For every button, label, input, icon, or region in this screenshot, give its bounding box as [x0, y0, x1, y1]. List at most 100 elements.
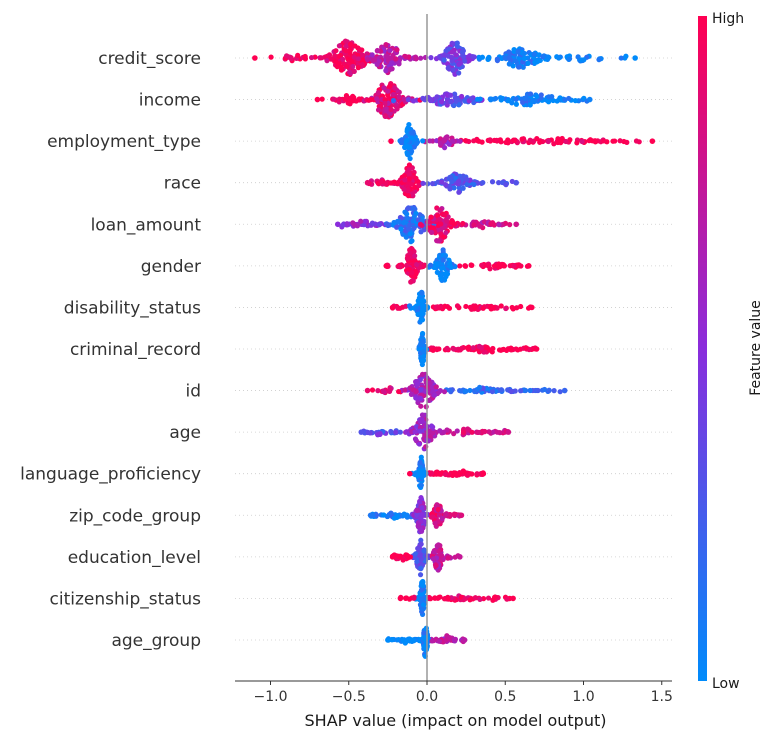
shap-point	[489, 388, 495, 395]
shap-point	[423, 512, 429, 518]
shap-point	[419, 330, 426, 337]
shap-point	[536, 52, 542, 58]
shap-point	[419, 290, 425, 296]
shap-point	[575, 54, 581, 60]
shap-point	[413, 388, 419, 394]
shap-point	[347, 47, 353, 53]
shap-point	[456, 189, 462, 195]
shap-point	[489, 179, 496, 185]
shap-point	[471, 222, 477, 228]
shap-point	[419, 412, 426, 418]
shap-point	[525, 263, 532, 269]
shap-point	[417, 499, 423, 506]
shap-point	[482, 428, 488, 435]
feature-row-zip_code_group	[367, 495, 465, 535]
shap-point	[400, 557, 406, 563]
shap-point	[558, 140, 564, 146]
shap-point	[557, 95, 563, 101]
shap-point	[435, 238, 441, 244]
shap-point	[369, 52, 375, 58]
shap-point	[421, 548, 428, 554]
feature-row-language_proficiency	[406, 454, 487, 491]
shap-point	[516, 64, 522, 70]
x-tick-label: −0.5	[332, 689, 366, 705]
shap-point	[566, 56, 572, 63]
shap-point	[579, 138, 585, 145]
feature-label: age_group	[111, 631, 201, 651]
shap-point	[533, 346, 540, 352]
shap-point	[390, 97, 397, 104]
shap-point	[460, 429, 467, 436]
shap-point	[493, 95, 499, 102]
shap-point	[397, 595, 404, 602]
shap-point	[407, 250, 413, 256]
shap-point	[494, 56, 500, 62]
shap-point	[367, 512, 374, 519]
shap-point	[545, 138, 551, 145]
shap-point	[434, 542, 441, 549]
shap-point	[418, 55, 424, 61]
shap-point	[357, 47, 363, 53]
shap-point	[418, 495, 424, 501]
shap-point	[397, 429, 403, 435]
shap-point	[521, 50, 528, 57]
shap-point	[345, 56, 351, 62]
shap-point	[419, 591, 425, 597]
feature-row-gender	[383, 245, 532, 285]
shap-point	[498, 387, 504, 393]
shap-point	[441, 138, 447, 144]
shap-point	[401, 172, 408, 179]
shap-point	[443, 512, 449, 518]
shap-point	[404, 215, 411, 222]
shap-point	[468, 95, 475, 102]
shap-point	[420, 303, 426, 309]
shap-point	[351, 94, 357, 101]
shap-point	[351, 54, 357, 61]
shap-point	[402, 209, 408, 215]
shap-point	[343, 43, 349, 49]
shap-point	[394, 224, 400, 230]
shap-point	[406, 171, 412, 177]
shap-point	[413, 140, 420, 147]
shap-point	[447, 174, 454, 180]
shap-point	[511, 137, 517, 144]
shap-point	[420, 602, 427, 608]
shap-point	[449, 54, 455, 61]
shap-point	[499, 347, 506, 353]
shap-point	[401, 186, 407, 192]
shap-point	[374, 61, 380, 68]
feature-label: citizenship_status	[50, 589, 202, 609]
shap-point	[388, 510, 394, 516]
shap-point	[474, 471, 480, 477]
shap-point	[355, 56, 362, 62]
shap-point	[496, 222, 502, 228]
shap-point	[456, 70, 462, 76]
shap-point	[515, 347, 521, 353]
shap-point	[378, 179, 384, 185]
shap-point	[438, 221, 444, 227]
shap-point	[421, 348, 427, 355]
shap-point	[408, 391, 415, 397]
shap-point	[423, 404, 429, 410]
shap-point	[420, 578, 426, 585]
feature-row-education_level	[389, 537, 463, 578]
shap-point	[567, 137, 573, 143]
shap-point	[632, 55, 638, 61]
shap-point	[440, 247, 446, 253]
shap-point	[477, 384, 483, 391]
shap-point	[417, 395, 424, 402]
shap-point	[423, 380, 429, 386]
shap-point	[491, 263, 498, 269]
shap-point	[364, 179, 371, 186]
shap-point	[538, 92, 544, 98]
shap-point	[420, 180, 426, 186]
shap-point	[397, 264, 403, 270]
shap-point	[610, 138, 616, 144]
shap-point	[428, 224, 434, 231]
shap-point	[513, 101, 520, 107]
shap-point	[334, 64, 340, 70]
shap-point	[383, 263, 390, 269]
feature-label: employment_type	[47, 132, 201, 152]
shap-point	[388, 106, 394, 113]
beeswarm-points	[252, 38, 656, 659]
